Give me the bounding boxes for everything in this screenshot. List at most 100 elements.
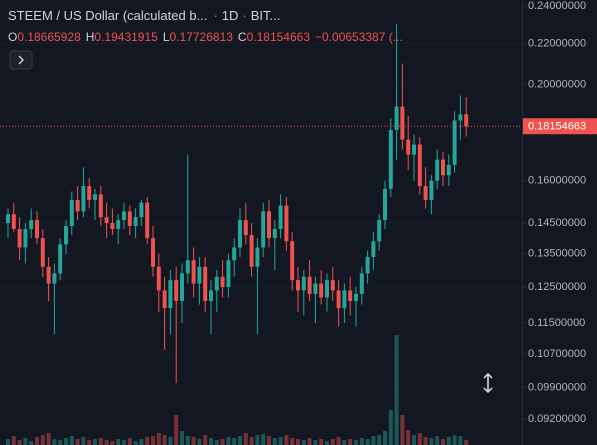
- ohlc-value: 0.17726813: [170, 30, 234, 44]
- volume-bar: [180, 431, 184, 445]
- volume-bar: [151, 436, 155, 445]
- volume-bar: [191, 437, 196, 445]
- volume-bar: [133, 441, 138, 445]
- symbol-title: STEEM / US Dollar (calculated b...: [8, 8, 207, 23]
- volume-bar: [377, 435, 382, 445]
- volume-bar: [75, 439, 80, 445]
- candle-body: [133, 217, 138, 227]
- volume-bar: [255, 435, 260, 445]
- volume-bar: [185, 436, 190, 445]
- toggle-button[interactable]: [9, 50, 33, 70]
- candle-body: [110, 223, 115, 230]
- volume-bar: [214, 440, 219, 445]
- candle-body: [98, 194, 103, 218]
- candle-body: [162, 290, 167, 309]
- volume-bar: [267, 436, 271, 445]
- ohlc-legend: O0.18665928 H0.19431915 L0.17726813 C0.1815…: [8, 30, 403, 44]
- separator: ·: [213, 8, 217, 23]
- resize-icon[interactable]: [483, 372, 493, 394]
- volume-bar: [93, 439, 97, 445]
- candle-body: [272, 229, 277, 239]
- candle-body: [127, 211, 132, 227]
- candle-body: [116, 220, 121, 230]
- y-tick-label: 0.13500000: [528, 248, 586, 260]
- volume-bar: [174, 415, 179, 445]
- candle-body: [139, 202, 144, 218]
- candle-body: [220, 276, 225, 287]
- volume-bar: [116, 439, 121, 445]
- volume-bar: [58, 440, 63, 445]
- candle-body: [301, 276, 306, 291]
- plot: [0, 5, 522, 445]
- candle-body: [417, 144, 422, 187]
- candle-body: [325, 280, 329, 298]
- candle-body: [383, 188, 387, 221]
- candle-body: [58, 244, 63, 274]
- ohlc-key: L: [163, 30, 170, 44]
- volume-bar: [342, 440, 347, 445]
- volume-bar: [296, 439, 300, 445]
- ohlc-value: 0.18154663: [247, 30, 311, 44]
- volume-bar: [446, 437, 451, 445]
- candle-body: [81, 186, 86, 212]
- volume-bar: [104, 440, 109, 445]
- candle-body: [87, 186, 92, 200]
- candle-body: [156, 266, 161, 291]
- volume-bar: [145, 437, 150, 445]
- candle-body: [40, 238, 45, 267]
- candle-body: [64, 226, 68, 245]
- candle-body: [365, 257, 370, 274]
- volume-bar: [452, 435, 457, 445]
- volume-bar: [46, 433, 51, 445]
- candle-body: [371, 241, 376, 258]
- y-tick-label: 0.10700000: [528, 348, 586, 360]
- volume-bar: [365, 439, 370, 445]
- exchange: BIT...: [251, 8, 281, 23]
- volume-bar: [209, 438, 213, 445]
- volume-bar: [307, 438, 312, 445]
- candle-body: [29, 220, 34, 230]
- volume-bar: [406, 430, 411, 445]
- last-price-box: [523, 118, 597, 135]
- candle-body: [290, 241, 295, 281]
- candle-body: [313, 283, 318, 294]
- volume-bar: [232, 438, 237, 445]
- candle-body: [209, 290, 213, 301]
- volume-bar: [220, 439, 225, 445]
- candle-body: [406, 139, 411, 155]
- ohlc-key: O: [8, 30, 17, 44]
- ohlc-value: 0.18665928: [17, 30, 81, 44]
- candle-body: [452, 120, 457, 165]
- volume-bar: [412, 435, 416, 445]
- candle-body: [394, 106, 399, 130]
- y-tick-label: 0.09200000: [528, 413, 586, 425]
- volume-bar: [261, 434, 266, 445]
- y-tick-label: 0.14500000: [528, 217, 586, 229]
- candle-body: [197, 266, 202, 284]
- volume-bar: [6, 439, 10, 445]
- candle-body: [69, 199, 74, 227]
- volume-bar: [168, 437, 173, 445]
- volume-bar: [17, 440, 22, 445]
- candle-body: [226, 260, 231, 287]
- volume-bar: [394, 335, 399, 445]
- candle-body: [458, 114, 463, 121]
- volume-bar: [319, 439, 324, 445]
- volume-bar: [417, 433, 422, 445]
- volume-bar: [11, 436, 16, 445]
- candle-body: [6, 214, 10, 224]
- volume-bar: [23, 438, 28, 445]
- y-tick-label: 0.11500000: [528, 317, 585, 329]
- volume-bar: [110, 441, 115, 445]
- last-price-label: 0.18154663: [528, 121, 586, 133]
- interval: 1D: [222, 8, 239, 23]
- ohlc-value: 0.19431915: [94, 30, 158, 44]
- change: −0.00653387 (...: [315, 30, 403, 44]
- header: STEEM / US Dollar (calculated b... · 1D · BI…: [8, 8, 280, 23]
- volume-bar: [284, 435, 289, 445]
- candle-body: [93, 194, 97, 200]
- candle-body: [238, 220, 242, 248]
- candle-body: [122, 211, 126, 221]
